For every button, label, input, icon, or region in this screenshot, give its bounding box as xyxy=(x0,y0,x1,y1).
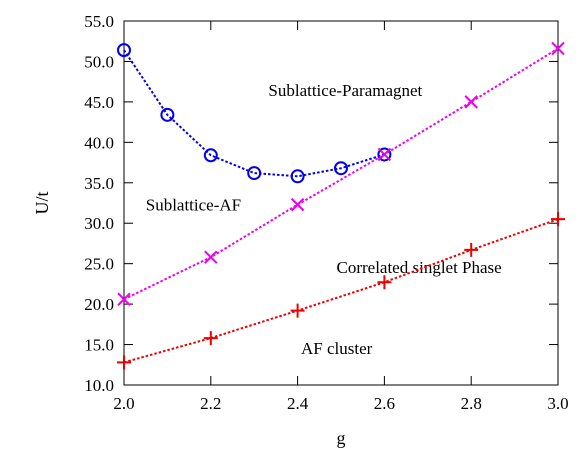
series-line xyxy=(123,218,559,364)
series-group xyxy=(117,41,565,370)
y-tick-label: 30.0 xyxy=(84,214,114,233)
data-point xyxy=(204,250,218,264)
data-point xyxy=(377,147,392,162)
x-axis-label: g xyxy=(337,428,346,448)
series-cross xyxy=(117,41,565,306)
series-line xyxy=(123,49,385,178)
data-point xyxy=(290,169,305,184)
annotation-label: AF cluster xyxy=(301,339,373,358)
data-point xyxy=(377,275,392,290)
data-point xyxy=(464,242,479,257)
series-circle xyxy=(117,43,392,184)
data-point xyxy=(117,43,131,58)
data-point xyxy=(203,331,218,346)
data-point xyxy=(551,41,565,56)
data-point xyxy=(203,148,218,163)
axes: 2.0 2.2 2.4 2.6 2.8 3.0 10.0 15.0 20.0 25.0 30.0 35… xyxy=(84,12,568,413)
plot-frame xyxy=(123,20,559,386)
annotations: Sublattice-Paramagnet Sublattice-AF Correl… xyxy=(146,81,502,358)
y-tick-label: 20.0 xyxy=(84,295,114,314)
annotation-label: Correlated singlet Phase xyxy=(336,258,501,277)
data-point xyxy=(117,355,131,370)
data-point xyxy=(377,147,392,162)
data-point xyxy=(117,292,131,306)
y-tick-label: 35.0 xyxy=(84,174,114,193)
x-tick-label: 2.2 xyxy=(200,394,221,413)
y-tick-label: 45.0 xyxy=(84,93,114,112)
data-point xyxy=(290,303,305,318)
x-tick-label: 2.8 xyxy=(461,394,482,413)
series-line xyxy=(123,47,559,301)
y-tick-label: 40.0 xyxy=(84,133,114,152)
y-axis-label: U/t xyxy=(32,191,52,214)
series-plus xyxy=(117,212,565,370)
data-point xyxy=(464,95,478,109)
data-point xyxy=(551,212,565,227)
y-tick-label: 25.0 xyxy=(84,255,114,274)
x-tick-label: 2.0 xyxy=(113,394,134,413)
annotation-label: Sublattice-AF xyxy=(146,196,241,215)
x-tick-label: 2.4 xyxy=(287,394,309,413)
data-point xyxy=(334,161,348,176)
y-tick-label: 55.0 xyxy=(84,12,114,31)
y-tick-label: 50.0 xyxy=(84,52,114,71)
x-tick-label: 2.6 xyxy=(374,394,395,413)
data-point xyxy=(160,107,175,122)
x-tick-label: 3.0 xyxy=(547,394,568,413)
y-tick-label: 15.0 xyxy=(84,336,114,355)
annotation-label: Sublattice-Paramagnet xyxy=(268,81,422,100)
data-point xyxy=(247,166,262,181)
y-tick-label: 10.0 xyxy=(84,376,114,395)
data-point xyxy=(290,197,305,212)
